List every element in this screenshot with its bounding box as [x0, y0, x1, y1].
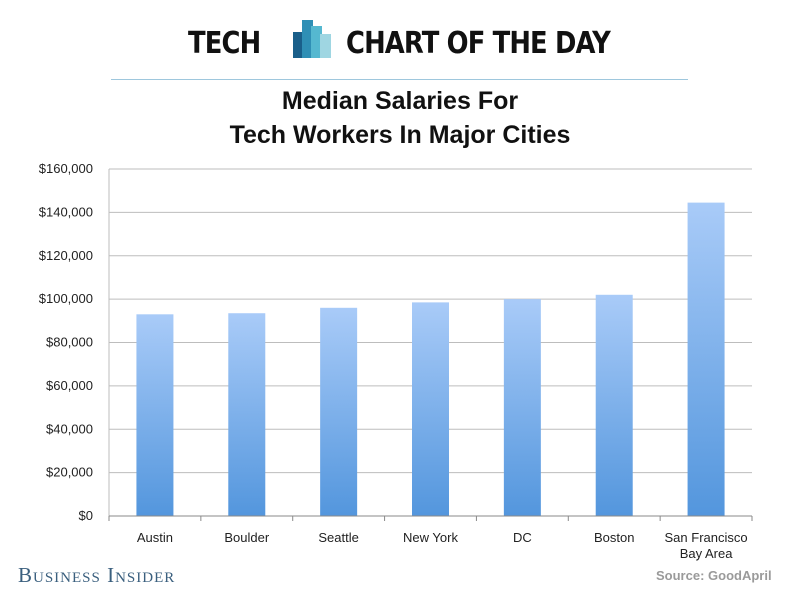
bar-new-york [412, 302, 449, 516]
x-category-label-line: San Francisco [665, 530, 748, 545]
header-chart-of-the-day-word: CHART OF THE DAY [346, 26, 611, 61]
x-category-label: Boulder [224, 530, 269, 545]
chart-title-line-1: Median Salaries For [281, 87, 519, 115]
y-tick-label: $140,000 [39, 204, 93, 219]
bar-boston [595, 294, 633, 516]
bar-seattle [320, 307, 358, 516]
header-divider [111, 79, 688, 80]
chart-title-line-2: Tech Workers In Major Cities [229, 121, 571, 149]
source-note: Source: GoodApril [656, 568, 772, 583]
x-category-label-line: Boston [594, 530, 634, 545]
bar-logo-icon [293, 20, 331, 58]
x-category-label-line: Boulder [224, 530, 269, 545]
x-category-label-line: Austin [137, 530, 173, 545]
x-axis [108, 515, 753, 521]
x-category-label-line: DC [513, 530, 532, 545]
logo-bar-4 [320, 34, 331, 58]
bar-dc [503, 299, 541, 516]
x-category-label-line: Seattle [318, 530, 358, 545]
gridlines [108, 168, 752, 516]
bar-boulder [228, 313, 266, 516]
x-category-label-line: Bay Area [680, 546, 734, 561]
bars [136, 202, 725, 516]
chart-title: Median Salaries For Tech Workers In Majo… [0, 84, 800, 152]
y-axis-tick-labels: $0 $20,000 $40,000 $60,000 $80,000 $100,000 $1… [39, 161, 93, 523]
x-category-label: Boston [594, 530, 634, 545]
x-category-label-line: New York [403, 530, 458, 545]
chart-of-the-day-header: TECH CHART OF THE DAY [0, 18, 800, 70]
business-insider-logo: Business Insider [18, 563, 176, 587]
logo-bar-3 [311, 26, 322, 58]
y-tick-label: $100,000 [39, 291, 93, 306]
x-category-label: San Francisco Bay Area [665, 530, 748, 561]
bar-san-francisco-bay-area [687, 202, 725, 516]
x-category-label: DC [513, 530, 532, 545]
y-tick-label: $0 [79, 508, 93, 523]
bar-austin [136, 314, 174, 516]
y-tick-label: $160,000 [39, 161, 93, 176]
x-category-label: New York [403, 530, 458, 545]
x-axis-category-labels: Austin Boulder Seattle New York DC Boston San … [137, 530, 748, 561]
x-category-label: Seattle [318, 530, 358, 545]
y-tick-label: $80,000 [46, 335, 93, 350]
y-tick-label: $40,000 [46, 421, 93, 436]
logo-bar-1 [293, 32, 304, 58]
header-tech-word: TECH [188, 26, 261, 61]
y-tick-label: $20,000 [46, 465, 93, 480]
y-tick-label: $120,000 [39, 248, 93, 263]
logo-bar-2 [302, 20, 313, 58]
x-category-label: Austin [137, 530, 173, 545]
y-tick-label: $60,000 [46, 378, 93, 393]
